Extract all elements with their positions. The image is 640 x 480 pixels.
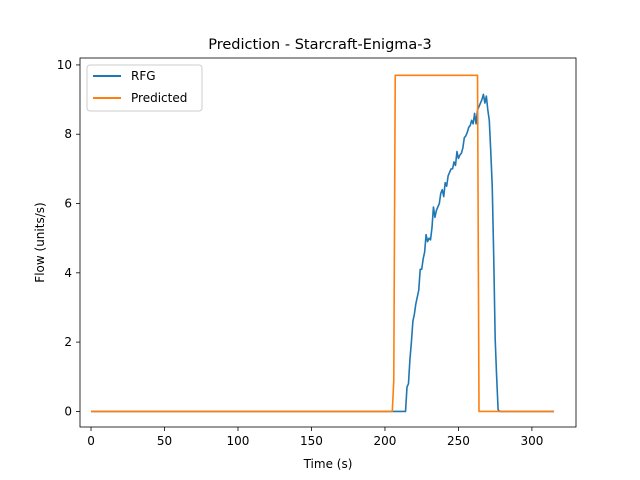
x-tick-label: 100 — [227, 434, 250, 448]
series-line-predicted — [91, 74, 554, 413]
chart-title: Prediction - Starcraft-Enigma-3 — [208, 37, 432, 53]
y-tick-label: 10 — [57, 58, 72, 72]
y-axis-ticks: 0 2 4 6 8 10 — [57, 58, 80, 418]
plot-frame — [79, 57, 577, 428]
y-tick-label: 6 — [64, 197, 72, 211]
x-axis-label: Time (s) — [303, 457, 353, 471]
y-tick-label: 4 — [64, 266, 72, 280]
legend-label-predicted: Predicted — [131, 91, 187, 105]
x-tick-label: 0 — [87, 434, 95, 448]
series-line-rfg — [91, 93, 554, 413]
y-tick-label: 2 — [64, 335, 72, 349]
y-tick-label: 0 — [64, 404, 72, 418]
legend-label-rfg: RFG — [131, 69, 156, 83]
x-tick-label: 250 — [447, 434, 470, 448]
y-axis-label: Flow (units/s) — [33, 202, 47, 282]
legend: RFG Predicted — [86, 64, 203, 112]
x-axis-ticks: 0 50 100 150 200 250 300 — [87, 427, 543, 448]
series-layer — [91, 74, 554, 413]
x-tick-label: 150 — [300, 434, 323, 448]
x-tick-label: 50 — [157, 434, 172, 448]
y-tick-label: 8 — [64, 127, 72, 141]
x-tick-label: 200 — [373, 434, 396, 448]
x-tick-label: 300 — [520, 434, 543, 448]
